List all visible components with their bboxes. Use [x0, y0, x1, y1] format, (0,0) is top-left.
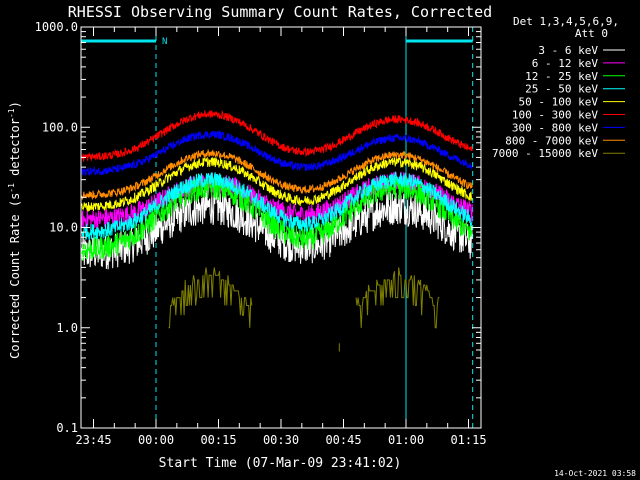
legend-label: 800 - 7000 keV — [505, 134, 598, 147]
series-line-25-50kev — [81, 171, 473, 241]
y-tick-label: 1.0 — [56, 321, 78, 335]
chart-title: RHESSI Observing Summary Count Rates, Co… — [68, 3, 492, 21]
series-line-800-7000kev — [81, 148, 473, 201]
legend-label: 7000 - 15000 keV — [492, 147, 598, 160]
y-tick-label: 0.1 — [56, 421, 78, 435]
legend-header-attenuator: Att 0 — [575, 27, 608, 40]
series-line-50-100kev — [81, 156, 473, 212]
night-label: N — [162, 37, 167, 47]
legend-header-detectors: Det 1,3,4,5,6,9, — [513, 15, 619, 28]
y-tick-label: 1000.0 — [35, 20, 78, 34]
x-tick-label: 00:45 — [325, 433, 361, 447]
x-tick-label: 00:15 — [200, 433, 236, 447]
x-tick-label: 00:00 — [138, 433, 174, 447]
series-line-100-300kev — [81, 109, 473, 163]
legend-label: 12 - 25 keV — [525, 70, 598, 83]
legend-label: 3 - 6 keV — [538, 44, 598, 57]
x-tick-label: 00:30 — [263, 433, 299, 447]
y-tick-label: 10.0 — [49, 221, 78, 235]
axes-frame: 1000.0 100.0 10.0 1.0 0.123:45 00:00 00:15 00:3… — [35, 20, 487, 447]
x-tick-label: 23:45 — [75, 433, 111, 447]
series-layer — [81, 109, 473, 352]
y-axis-label: Corrected Count Rate (s-1 detector-1) — [7, 101, 22, 359]
legend-label: 100 - 300 keV — [512, 109, 598, 122]
x-tick-label: 01:00 — [388, 433, 424, 447]
x-tick-label: 01:15 — [450, 433, 486, 447]
series-line-7000-15000kev — [168, 267, 440, 329]
series-line-300-800kev — [81, 129, 473, 176]
legend-label: 6 - 12 keV — [532, 57, 599, 70]
footer-timestamp: 14-Oct-2021 03:58 — [554, 469, 636, 478]
legend-label: 300 - 800 keV — [512, 121, 598, 134]
y-tick-label: 100.0 — [42, 120, 78, 134]
legend-label: 25 - 50 keV — [525, 83, 598, 96]
x-axis-label: Start Time (07-Mar-09 23:41:02) — [159, 456, 402, 471]
legend-label: 50 - 100 keV — [519, 96, 599, 109]
